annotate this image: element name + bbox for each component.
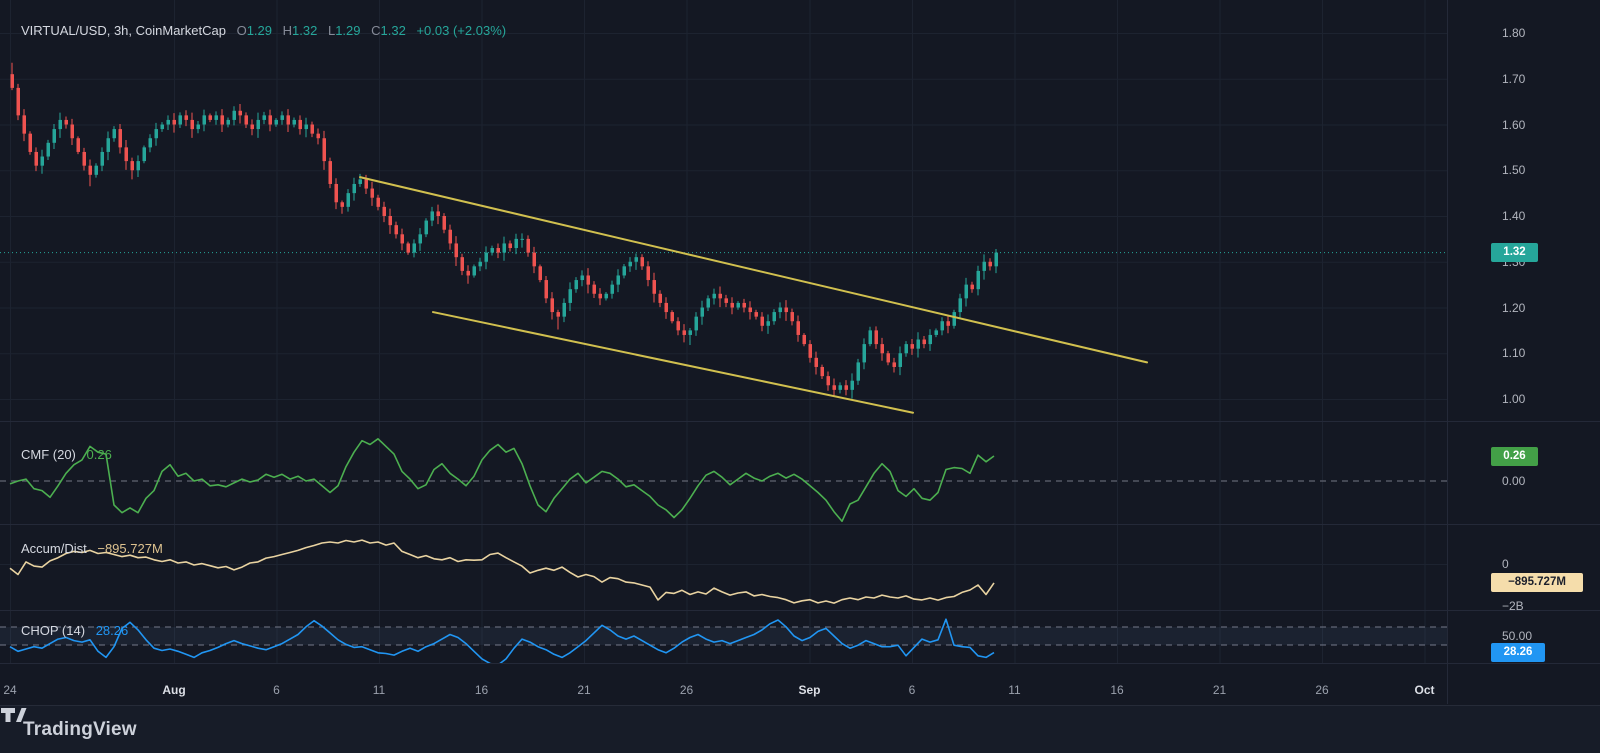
time-label-month: Sep xyxy=(798,683,821,697)
cmf-legend-value: 0.26 xyxy=(86,447,112,462)
time-label: 16 xyxy=(1110,683,1124,697)
time-label: 6 xyxy=(273,683,280,697)
low-label: L xyxy=(327,23,336,38)
accdist-low-tick: −2B xyxy=(1502,599,1524,613)
chop-mid-tick: 50.00 xyxy=(1502,629,1533,643)
high-value: 1.32 xyxy=(292,23,318,38)
price-tick: 1.60 xyxy=(1502,117,1526,132)
tradingview-logo[interactable]: TradingView xyxy=(1,708,137,741)
time-label: 6 xyxy=(908,683,916,697)
price-tick: 1.10 xyxy=(1502,346,1526,361)
close-label: C xyxy=(371,23,381,38)
open-label: O xyxy=(236,23,247,38)
time-label: 16 xyxy=(474,683,489,697)
symbol-title: VIRTUAL/USD, 3h, CoinMarketCap xyxy=(21,23,226,38)
close-value: 1.32 xyxy=(380,23,406,38)
high-label: H xyxy=(282,23,293,38)
chop-legend[interactable]: CHOP (14) 28.26 xyxy=(21,623,128,638)
bottom-bar: TradingView xyxy=(0,705,1600,753)
cmf-value-badge: 0.26 xyxy=(1491,446,1538,466)
low-value: 1.29 xyxy=(335,23,361,38)
price-tick: 1.40 xyxy=(1502,209,1526,223)
last-price-badge: 1.32 xyxy=(1491,243,1538,263)
time-label: 26 xyxy=(1315,683,1329,697)
price-tick: 1.80 xyxy=(1502,26,1526,40)
price-tick: 1.70 xyxy=(1502,71,1526,86)
accdist-legend-label: Accum/Dist xyxy=(21,541,87,556)
accdist-legend-value: −895.727M xyxy=(97,541,163,556)
time-label: 11 xyxy=(1008,683,1021,697)
time-label-month: Oct xyxy=(1414,683,1435,697)
cmf-legend[interactable]: CMF (20) 0.26 xyxy=(21,447,112,462)
accdist-zero-tick: 0 xyxy=(1502,557,1509,571)
chop-legend-label: CHOP (14) xyxy=(21,623,86,638)
price-tick: 1.20 xyxy=(1502,300,1526,315)
cmf-zero-tick: 0.00 xyxy=(1502,474,1526,488)
change-value: +0.03 (+2.03%) xyxy=(416,23,507,38)
open-value: 1.29 xyxy=(246,23,273,38)
accdist-value-badge: −895.727M xyxy=(1491,573,1583,593)
chop-value-badge: 28.26 xyxy=(1491,643,1545,663)
time-label: 24 xyxy=(3,683,17,697)
chop-legend-value: 28.26 xyxy=(95,623,129,638)
time-label: 21 xyxy=(577,683,591,697)
price-tick: 1.50 xyxy=(1502,163,1526,178)
symbol-legend[interactable]: VIRTUAL/USD, 3h, CoinMarketCap O1.29 H1.… xyxy=(21,23,506,38)
time-label: 26 xyxy=(679,683,694,697)
accdist-legend[interactable]: Accum/Dist −895.727M xyxy=(21,541,163,556)
time-label: 21 xyxy=(1212,683,1227,697)
price-tick: 1.00 xyxy=(1502,392,1526,406)
time-label-month: Aug xyxy=(162,683,186,697)
time-label: 11 xyxy=(372,683,386,697)
tradingview-logo-icon xyxy=(1,708,27,722)
cmf-legend-label: CMF (20) xyxy=(21,447,76,462)
tradingview-logo-text: TradingView xyxy=(23,719,137,740)
